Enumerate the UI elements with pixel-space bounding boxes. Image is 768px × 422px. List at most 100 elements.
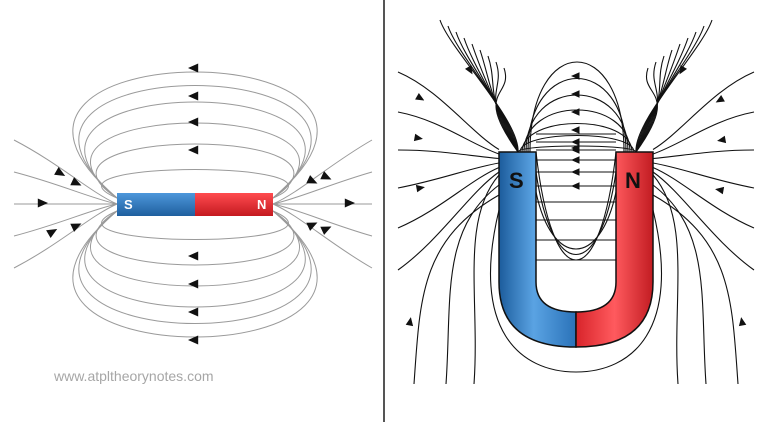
horseshoe-field-line [535, 151, 617, 261]
horseshoe-field-line [635, 19, 713, 153]
horseshoe-field-line [397, 162, 500, 189]
horseshoe-field-arrow [413, 133, 423, 142]
horseshoe-field-line [652, 162, 755, 189]
bar-field-arrow [46, 229, 58, 238]
horseshoe-field-line [439, 19, 519, 153]
bar-field-arrow [188, 279, 199, 289]
horseshoe-field-arrow [715, 186, 725, 195]
horseshoe-field-line [489, 209, 663, 373]
horseshoe-north-label: N [625, 168, 641, 193]
horseshoe-field-line [635, 61, 659, 153]
horseshoe-field-line [652, 71, 755, 150]
horseshoe-field-line [397, 149, 500, 160]
horseshoe-field-line [652, 184, 707, 385]
horseshoe-field-arrow [571, 90, 580, 98]
horseshoe-field-line [635, 55, 665, 153]
horseshoe-field-line [397, 71, 500, 150]
bar-field-line [272, 203, 373, 237]
bar-field-arrow [320, 171, 332, 180]
horseshoe-field-arrow [571, 156, 580, 164]
bar-field-line [95, 143, 295, 199]
bar-south-label: S [124, 197, 133, 212]
horseshoe-field-arrow [715, 95, 725, 103]
bar-field-line [13, 171, 118, 205]
horseshoe-field-line [652, 149, 755, 160]
horseshoe-field-line [635, 49, 673, 153]
horseshoe-field-arrow [717, 135, 727, 144]
bar-field-line [13, 139, 118, 205]
bar-field-arrow [188, 307, 199, 317]
horseshoe-field-arrow [571, 126, 580, 134]
horseshoe-field-arrow [571, 146, 580, 154]
bar-field-arrow [306, 222, 318, 231]
bar-field-arrow [37, 198, 48, 208]
bar-field-arrow [188, 117, 199, 127]
watermark-text: www.atpltheorynotes.com [54, 368, 214, 384]
horseshoe-field-line [635, 25, 705, 153]
bar-field-line [272, 139, 373, 205]
horseshoe-field-line [535, 171, 617, 255]
bar-field-line [72, 71, 318, 199]
bar-field-arrow [188, 91, 199, 101]
bar-field-arrows [37, 63, 355, 345]
bar-field-line [13, 203, 118, 269]
horseshoe-field-line [473, 174, 500, 385]
horseshoe-field-line [635, 37, 689, 153]
horseshoe-field-line [471, 43, 519, 153]
bar-field-arrow [188, 63, 199, 73]
horseshoe-field-arrow [571, 108, 580, 116]
bar-field-arrow [306, 175, 318, 184]
bar-field-line [78, 210, 312, 324]
horseshoe-field-line [495, 67, 519, 153]
bar-south-pole [117, 193, 195, 216]
bar-north-pole [195, 193, 273, 216]
bar-field-line [89, 122, 301, 199]
horseshoe-field-line [487, 55, 519, 153]
bar-field-line [72, 210, 318, 338]
bar-field-arrow [70, 223, 82, 232]
horseshoe-field-line [652, 174, 679, 385]
horseshoe-field-arrow [415, 184, 425, 193]
horseshoe-field-line [495, 61, 519, 153]
bar-field-arrow [320, 226, 332, 235]
horseshoe-field-line [445, 184, 500, 385]
horseshoe-field-arrow [571, 168, 580, 176]
horseshoe-field-arrow [738, 317, 747, 327]
horseshoe-field-line [635, 43, 681, 153]
horseshoe-field-line [397, 111, 500, 155]
horseshoe-field-line [535, 191, 617, 250]
horseshoe-field-arrows [405, 65, 747, 327]
bar-field-arrow [54, 167, 66, 176]
bar-field-line [84, 101, 306, 199]
horseshoe-north-half [575, 151, 654, 348]
horseshoe-field-arrow [405, 317, 414, 327]
bar-field-line [272, 171, 373, 205]
bar-field-line [78, 85, 312, 199]
horseshoe-field-line [397, 166, 500, 229]
bar-north-label: N [257, 197, 266, 212]
horseshoe-field-line [529, 61, 625, 153]
bar-field-arrow [344, 198, 355, 208]
horseshoe-field-line [397, 171, 500, 271]
horseshoe-field-line [413, 194, 500, 385]
bar-field-line [272, 203, 373, 269]
bar-field-line [89, 210, 301, 287]
bar-field-arrow [188, 335, 199, 345]
horseshoe-south-label: S [509, 168, 524, 193]
horseshoe-field-line [447, 25, 519, 153]
bar-field-arrow [188, 251, 199, 261]
horseshoe-field-lines [397, 19, 755, 385]
horseshoe-field-line [479, 49, 519, 153]
horseshoe-field-arrow [571, 138, 580, 146]
horseshoe-field-line [652, 166, 755, 229]
bar-field-line [13, 203, 118, 237]
horseshoe-field-line [652, 111, 755, 155]
horseshoe-field-arrow [465, 65, 473, 75]
bar-field-line [95, 210, 295, 266]
horseshoe-field-line [463, 37, 519, 153]
horseshoe-field-line [455, 31, 519, 153]
horseshoe-field-arrow [415, 93, 425, 101]
bar-field-arrow [188, 145, 199, 155]
horseshoe-field-arrow [679, 65, 687, 75]
